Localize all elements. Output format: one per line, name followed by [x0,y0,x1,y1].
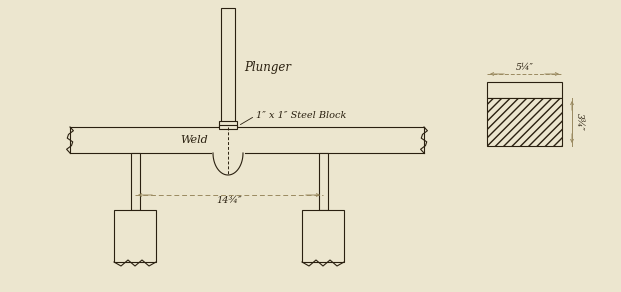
Bar [487,98,562,146]
Text: Plunger: Plunger [244,62,291,74]
Bar [130,153,140,210]
Text: 3¾″: 3¾″ [575,113,584,131]
Text: Weld: Weld [180,135,208,145]
Bar [221,8,235,123]
Bar [219,121,237,127]
Bar [114,210,156,262]
Bar [70,127,424,153]
Text: 14¾″: 14¾″ [216,196,242,205]
Bar [219,125,237,129]
Bar [319,153,327,210]
Bar [302,210,344,262]
Polygon shape [213,153,243,175]
Bar [487,82,562,98]
Text: 1″ x 1″ Steel Block: 1″ x 1″ Steel Block [256,110,347,119]
Text: 5¼″: 5¼″ [515,63,533,72]
